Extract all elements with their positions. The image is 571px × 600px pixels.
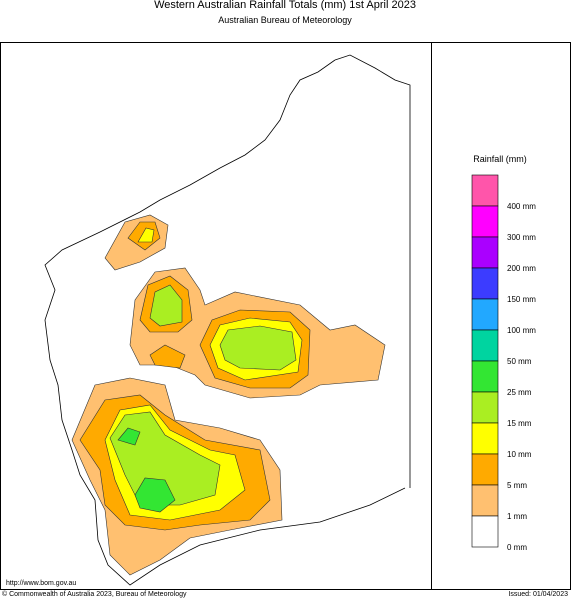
legend-swatch — [471, 236, 499, 269]
legend-label: 100 mm — [507, 326, 536, 335]
legend-label: 15 mm — [507, 419, 532, 428]
footer-copyright: © Commonwealth of Australia 2023, Bureau… — [2, 590, 187, 598]
legend-swatch — [471, 205, 499, 238]
legend-label: 1 mm — [507, 512, 527, 521]
legend: Rainfall (mm) 400 mm 300 mm 200 mm 150 mm 10… — [471, 154, 536, 552]
legend-label: 300 mm — [507, 233, 536, 242]
subtitle: Australian Bureau of Meteorology — [218, 15, 352, 25]
title: Western Australian Rainfall Totals (mm) … — [154, 0, 416, 11]
legend-label: 200 mm — [507, 264, 536, 273]
legend-swatch — [471, 453, 499, 486]
legend-label: 50 mm — [507, 357, 532, 366]
footer-issued: Issued: 01/04/2023 — [508, 591, 568, 598]
legend-label: 0 mm — [507, 543, 527, 552]
legend-swatch — [471, 267, 499, 300]
legend-swatch — [471, 391, 499, 424]
legend-swatch — [471, 329, 499, 362]
legend-frame — [431, 42, 571, 590]
legend-label: 400 mm — [507, 202, 536, 211]
legend-title: Rainfall (mm) — [473, 154, 527, 164]
footer-url: http://www.bom.gov.au — [6, 580, 76, 587]
legend-swatch — [471, 484, 499, 517]
coastline — [44, 54, 411, 586]
legend-swatch — [471, 422, 499, 455]
legend-swatch — [471, 174, 499, 207]
legend-label: 10 mm — [507, 450, 532, 459]
legend-swatch — [471, 360, 499, 393]
legend-label: 150 mm — [507, 295, 536, 304]
rainfall-areas — [71, 214, 386, 576]
legend-swatch — [471, 298, 499, 331]
legend-label: 25 mm — [507, 388, 532, 397]
legend-label: 5 mm — [507, 481, 527, 490]
legend-swatch — [471, 515, 499, 548]
